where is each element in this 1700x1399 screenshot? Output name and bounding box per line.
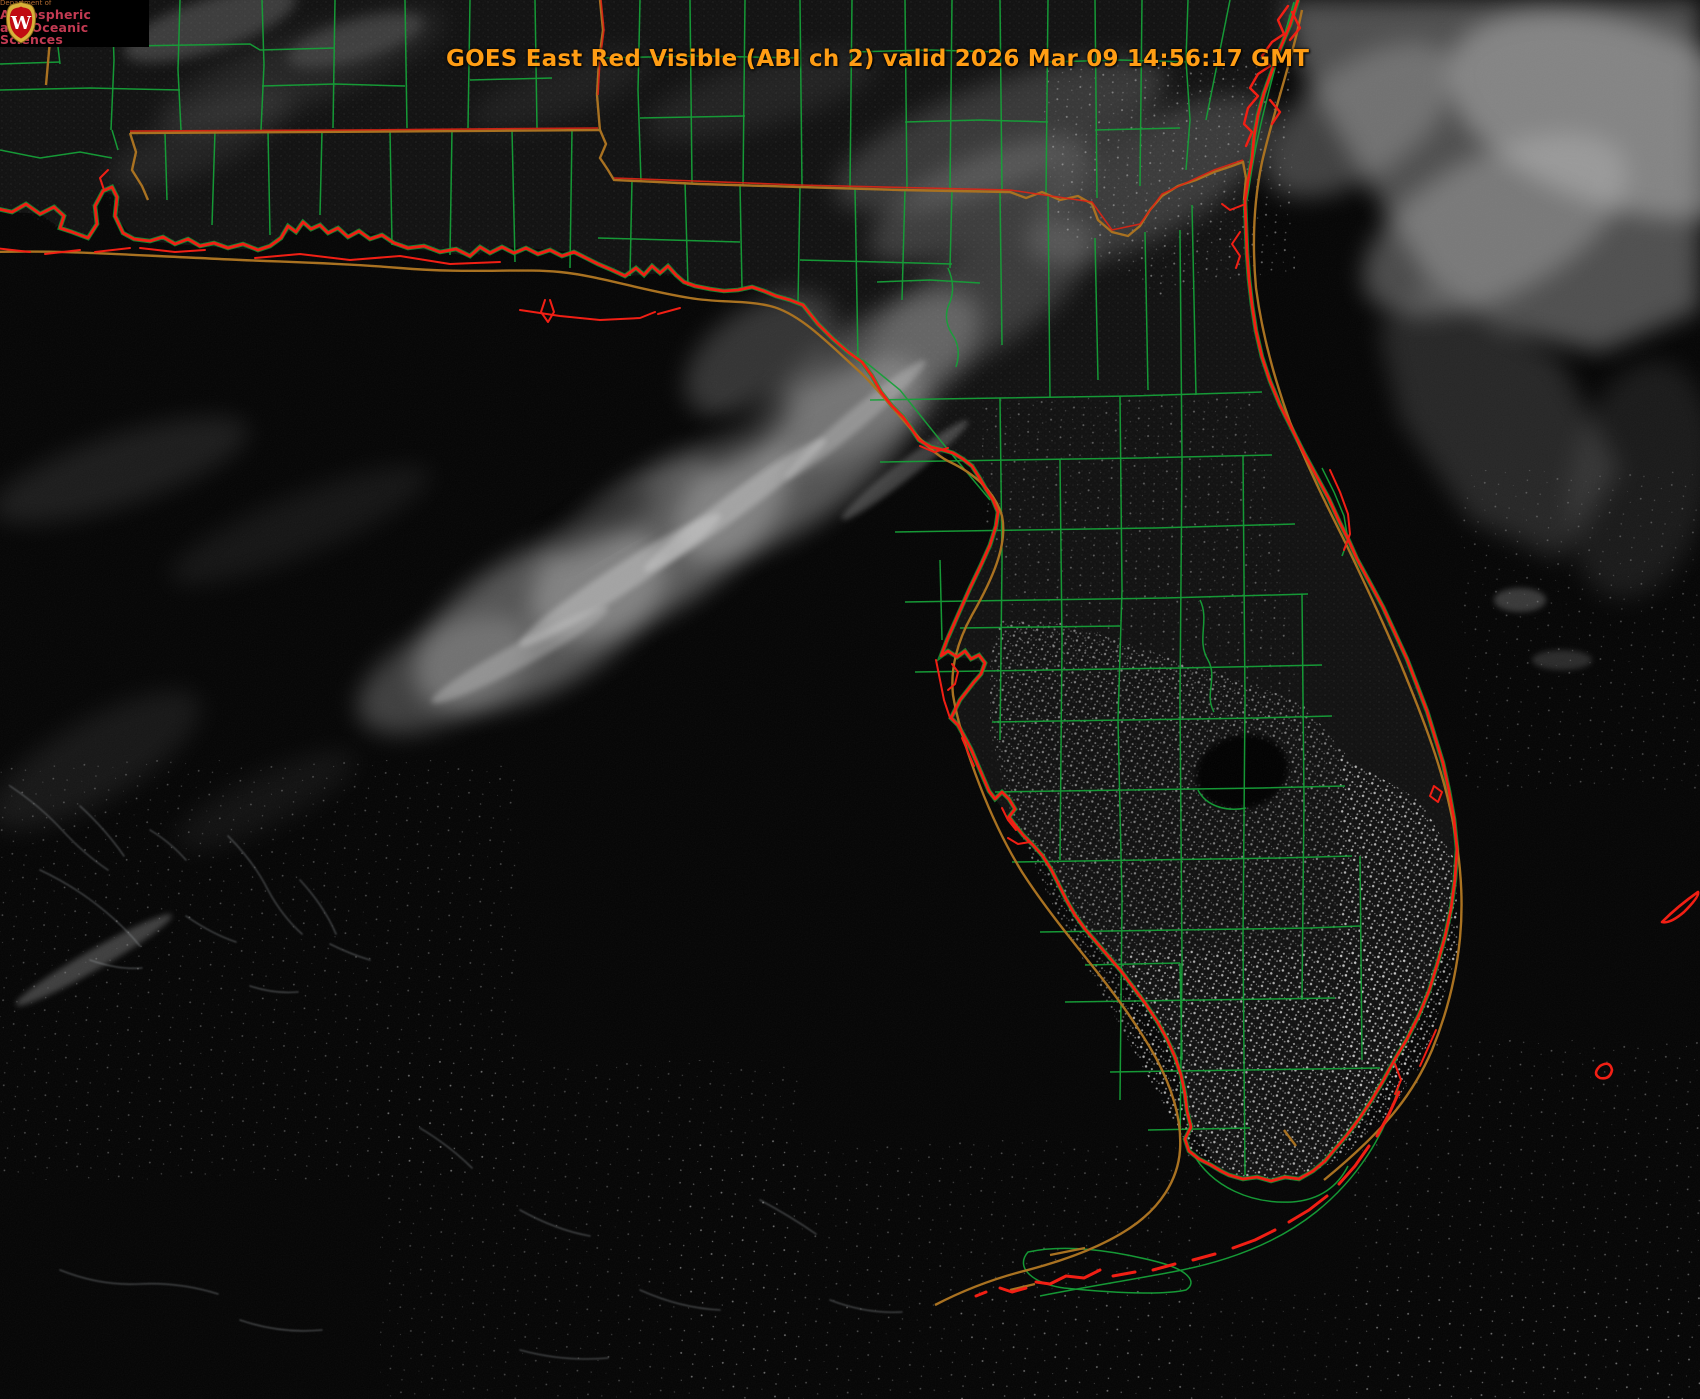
- image-title: GOES East Red Visible (ABI ch 2) valid 2…: [446, 46, 1310, 72]
- crest-letter: W: [10, 13, 32, 34]
- aos-logo: W Department of Atmospheric and Oceanic …: [0, 0, 149, 47]
- uw-crest-icon: W: [5, 1, 37, 44]
